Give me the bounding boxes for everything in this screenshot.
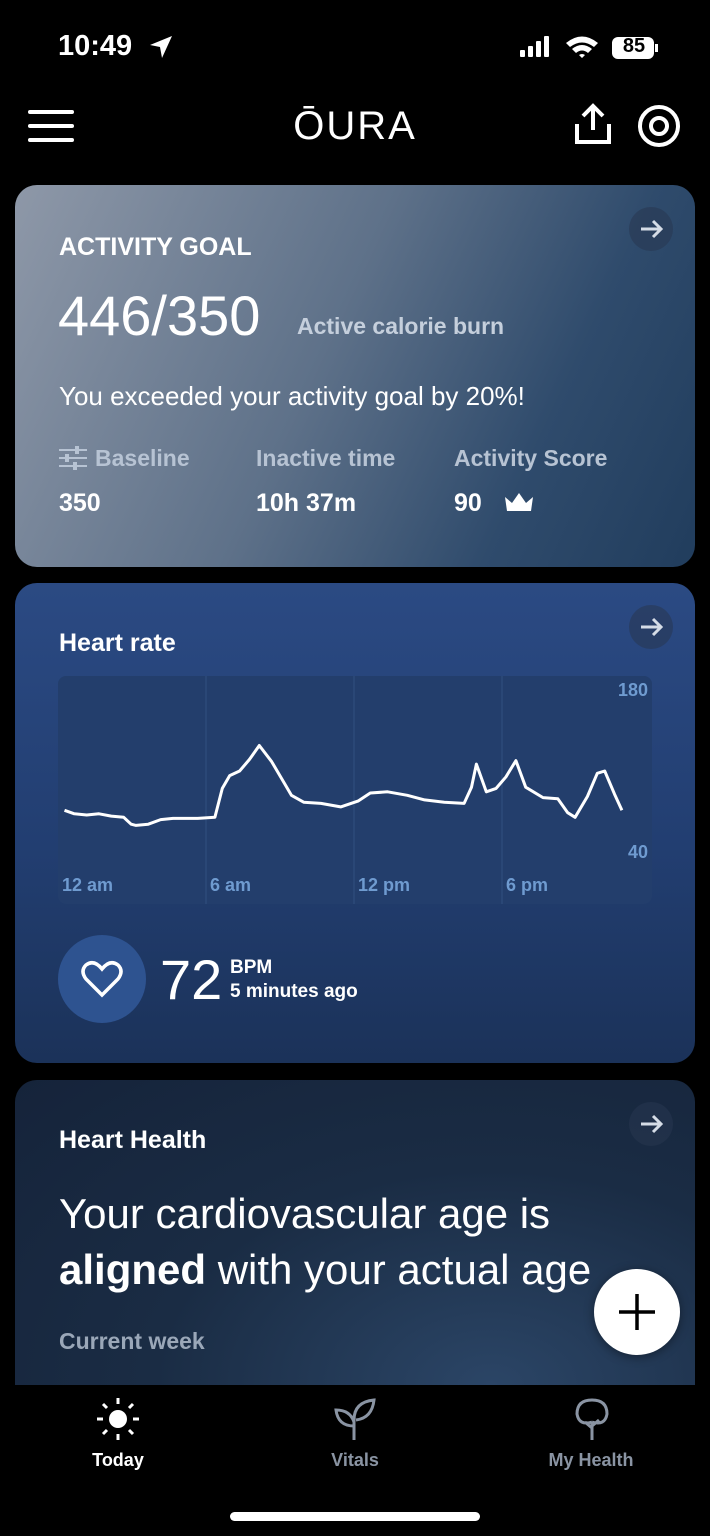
crown-icon: [505, 493, 533, 511]
stat-value: 10h 37m: [256, 489, 357, 517]
home-indicator: [230, 1512, 480, 1521]
y-tick-label: 180: [618, 680, 648, 700]
calories-unit: Active calorie burn: [297, 313, 505, 339]
stat-label: Activity Score: [454, 445, 608, 471]
headline-bold: aligned: [59, 1246, 207, 1293]
open-arrow[interactable]: [629, 1102, 673, 1146]
menu-button[interactable]: [28, 108, 74, 144]
my-health-icon[interactable]: [569, 1396, 615, 1442]
chart-area: [58, 676, 652, 904]
location-icon: [150, 36, 172, 58]
headline: aligned with your actual age: [59, 1246, 591, 1294]
battery-level: 85: [622, 35, 646, 57]
stat-label: Inactive time: [256, 445, 396, 471]
open-arrow[interactable]: [629, 207, 673, 251]
ring-button[interactable]: [636, 103, 682, 149]
card-title: Heart rate: [59, 629, 176, 657]
y-tick-label: 40: [628, 842, 648, 862]
headline: Your cardiovascular age is: [59, 1190, 551, 1237]
message: You exceeded your activity goal by 20%!: [59, 381, 525, 411]
x-tick-label: 12 am: [62, 875, 113, 895]
clock: 10:49: [58, 30, 133, 62]
calories: 446/350: [58, 284, 261, 347]
x-tick-label: 6 am: [210, 875, 251, 895]
heart-rate-line: [63, 744, 624, 827]
open-arrow[interactable]: [629, 605, 673, 649]
bpm-value: 72: [160, 948, 223, 1011]
baseline-icon: [59, 446, 87, 470]
tab[interactable]: Vitals: [331, 1450, 379, 1470]
stat-value: 90: [454, 489, 482, 517]
headline-end: with your actual age: [217, 1246, 592, 1293]
logo: ŌURA: [293, 104, 417, 148]
heart-health-card[interactable]: Heart Health Your cardiovascular age is …: [15, 1080, 695, 1385]
vitals-icon[interactable]: [332, 1396, 378, 1442]
tab[interactable]: My Health: [548, 1450, 634, 1470]
card-title: Heart Health: [59, 1126, 207, 1154]
heart-button[interactable]: [58, 935, 146, 1023]
x-tick-label: 12 pm: [358, 875, 410, 895]
heart-rate-chart: 12 am 6 am 12 pm 6 pm 40 180: [62, 676, 648, 904]
stat-label: Baseline: [95, 445, 190, 471]
stat-value: 350: [59, 489, 101, 517]
tab[interactable]: Today: [92, 1450, 144, 1470]
period: Current week: [59, 1328, 205, 1354]
card-title: ACTIVITY GOAL: [59, 233, 252, 261]
add-button[interactable]: [594, 1269, 680, 1355]
bpm-unit: BPM: [230, 957, 273, 978]
today-icon[interactable]: [95, 1396, 141, 1442]
share-button[interactable]: [573, 102, 613, 146]
x-tick-label: 6 pm: [506, 875, 548, 895]
status-icons: [520, 36, 658, 59]
activity-card[interactable]: ACTIVITY GOAL 446/350 Active calorie bur…: [15, 185, 695, 567]
bpm-time: 5 minutes ago: [230, 981, 358, 1002]
